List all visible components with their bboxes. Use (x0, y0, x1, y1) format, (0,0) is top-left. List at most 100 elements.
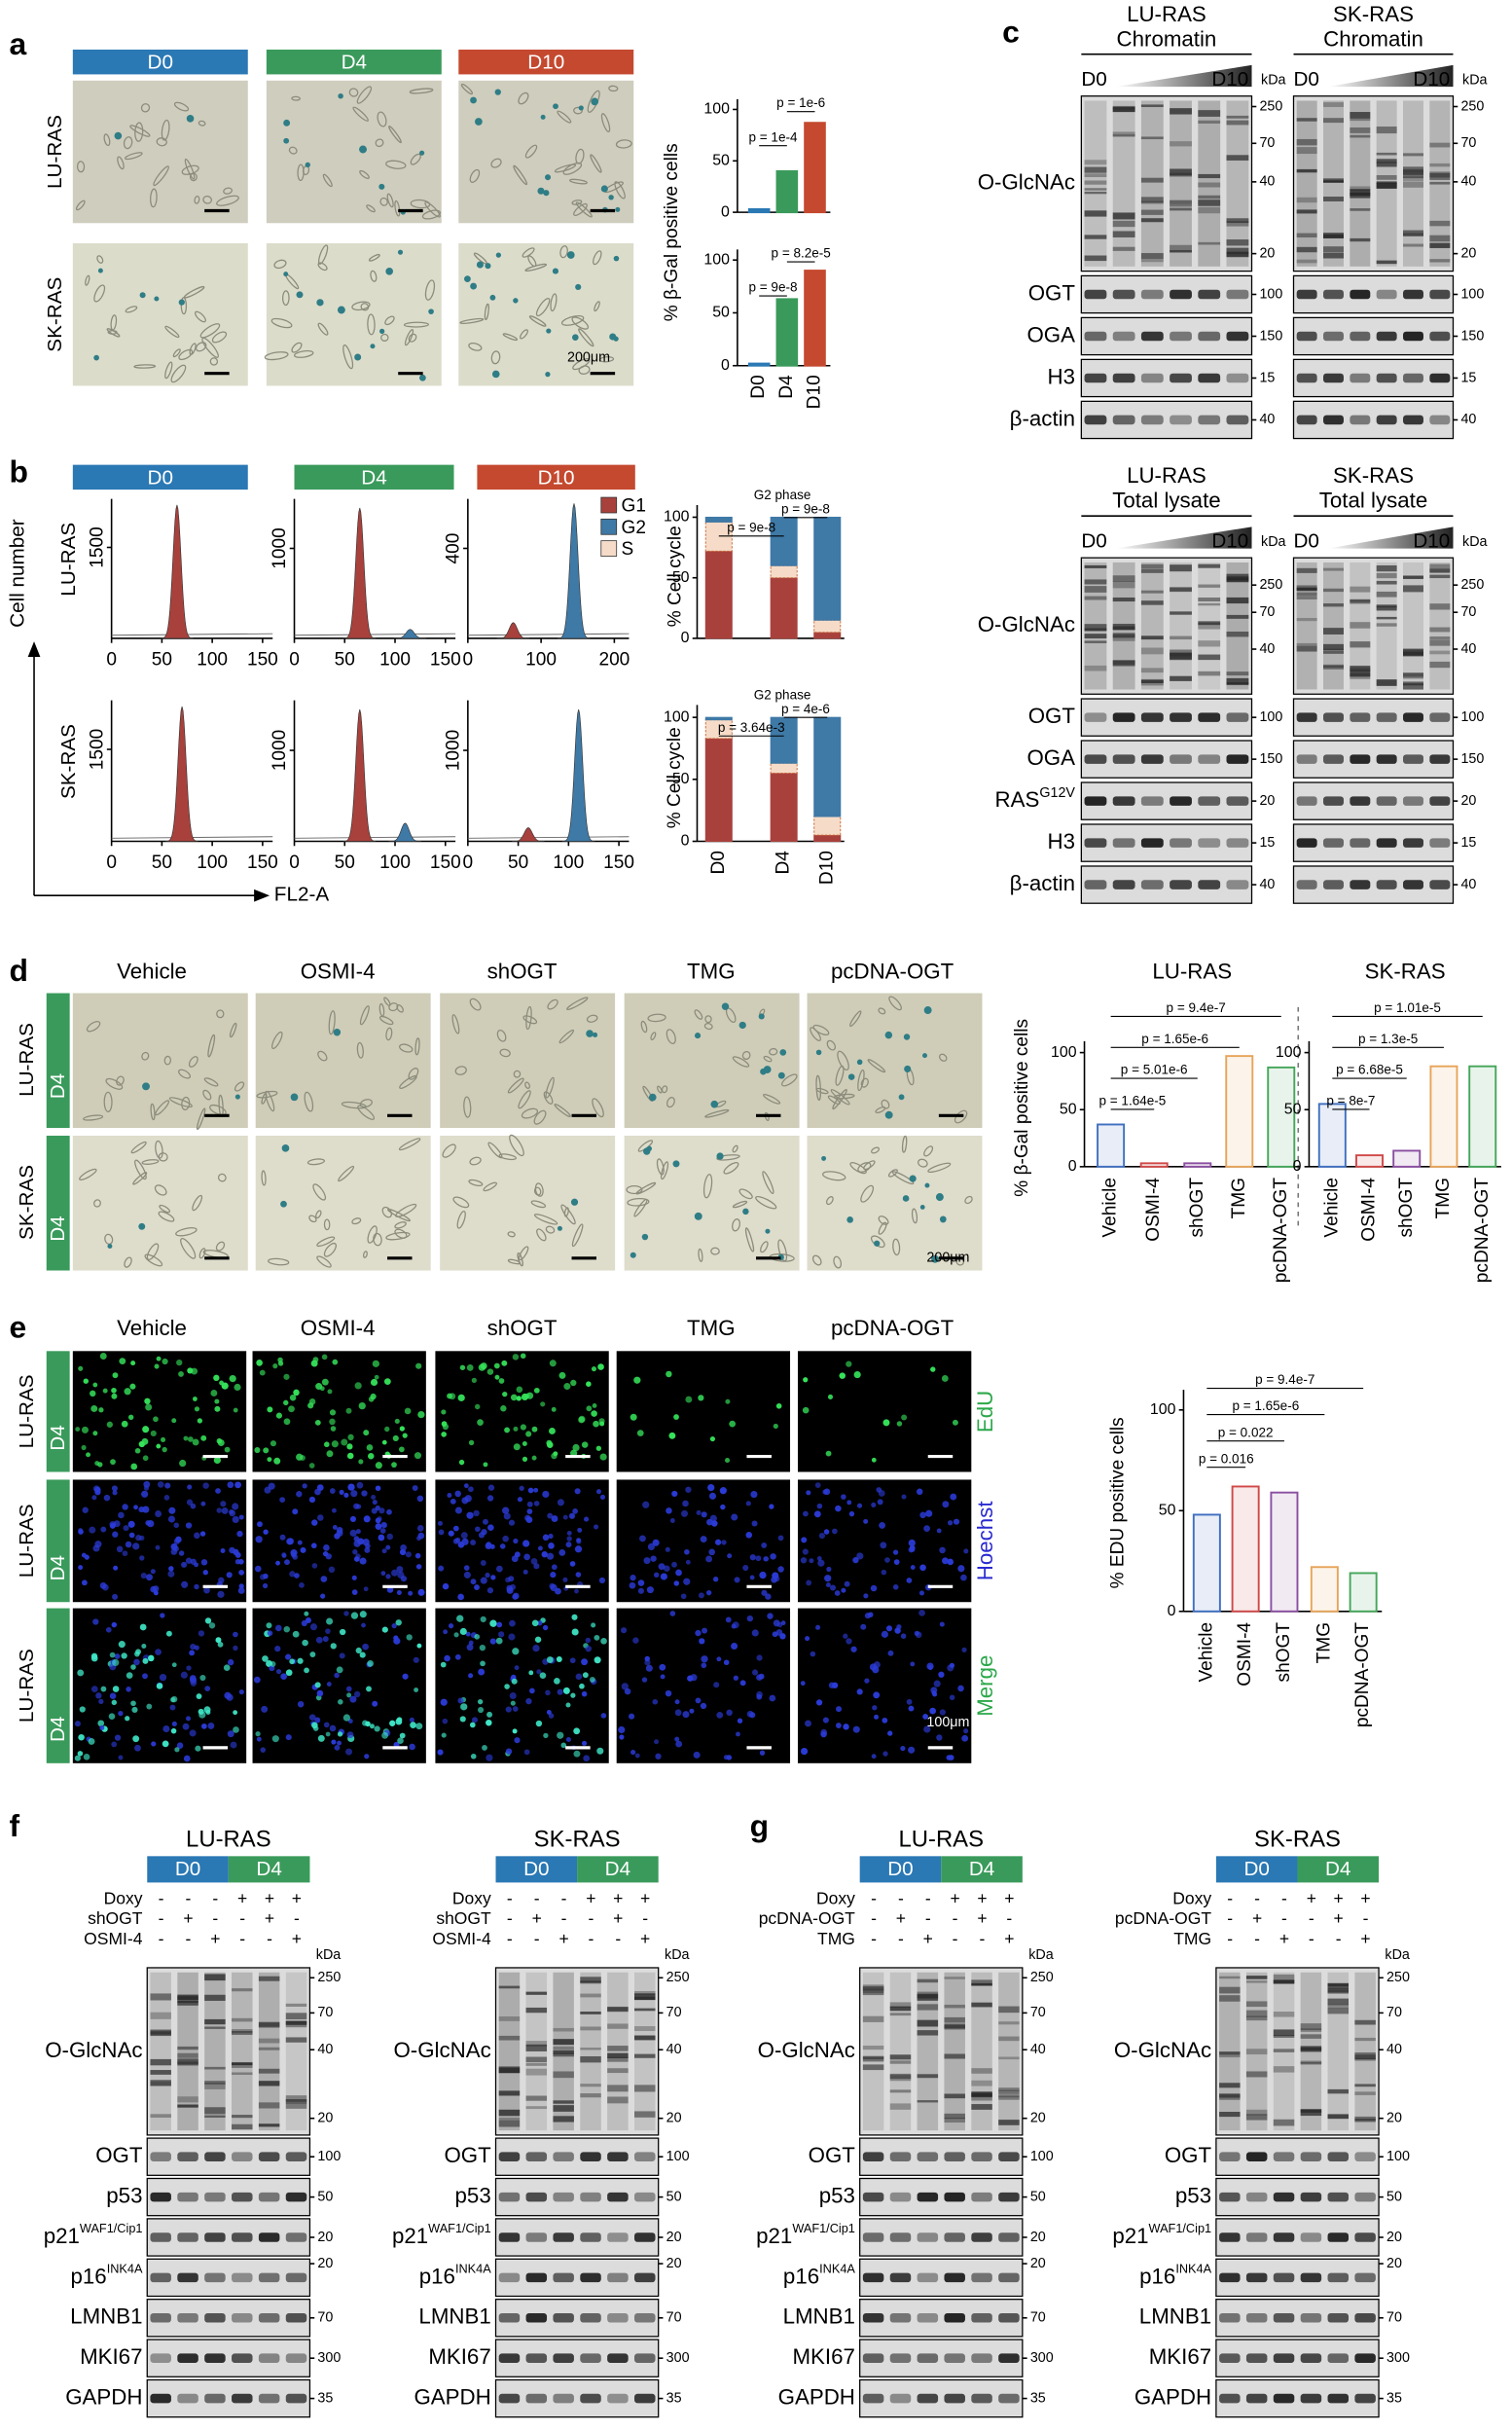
nucleus (347, 1433, 354, 1441)
band (525, 2095, 548, 2101)
cell (939, 1053, 948, 1062)
nucleus (155, 1544, 161, 1550)
band (889, 2313, 912, 2323)
nucleus (194, 1406, 200, 1412)
band (1198, 712, 1221, 722)
x-tick-label: 0 (463, 649, 474, 670)
nucleus (570, 1379, 577, 1387)
nucleus (361, 1490, 368, 1497)
band (204, 2115, 226, 2118)
band (944, 2113, 965, 2120)
band (1327, 2088, 1350, 2094)
nucleus (591, 1366, 596, 1372)
band (1140, 373, 1164, 383)
band (498, 2313, 521, 2323)
band (258, 1976, 280, 1981)
nucleus (263, 1447, 270, 1454)
row-label: p16INK4A (783, 2262, 855, 2288)
nucleus (592, 1403, 597, 1408)
nucleus (769, 1694, 776, 1702)
stained-cell (898, 1094, 905, 1101)
nucleus (320, 1593, 326, 1599)
band (1140, 635, 1164, 640)
nucleus (112, 1372, 119, 1379)
band (917, 2272, 939, 2283)
nucleus (145, 1403, 153, 1411)
band (580, 1980, 601, 1984)
time-label: D0 (1081, 530, 1106, 553)
cell (557, 110, 572, 124)
nucleus (194, 1562, 199, 1568)
nucleus (596, 1747, 604, 1755)
cell (158, 1152, 168, 1162)
row-label-superscript: WAF1/Cip1 (1149, 2221, 1212, 2235)
nucleus (416, 1495, 424, 1503)
marker-label: 35 (1386, 2390, 1402, 2406)
cell (356, 1041, 364, 1059)
band (1429, 171, 1451, 178)
nucleus (474, 1584, 480, 1590)
nucleus (229, 1509, 236, 1517)
cell (351, 1217, 362, 1225)
band (944, 2004, 965, 2009)
nucleus (113, 1565, 119, 1571)
treatment-label: shOGT (88, 1908, 143, 1928)
band (862, 2353, 884, 2363)
nucleus (458, 1459, 465, 1466)
blot-title: SK-RAS (1333, 463, 1414, 488)
column-label: pcDNA-OGT (831, 1316, 954, 1340)
band (607, 2068, 629, 2074)
nucleus (947, 1558, 954, 1566)
band (998, 2192, 1020, 2202)
cell (535, 298, 551, 317)
nucleus (879, 1521, 886, 1529)
cell (163, 1055, 172, 1066)
nucleus (572, 1443, 580, 1452)
marker-label: 70 (666, 2310, 682, 2326)
stained-cell (553, 103, 558, 110)
cell (520, 329, 529, 340)
nucleus (882, 1419, 890, 1427)
nucleus (502, 1391, 508, 1397)
cell (103, 133, 111, 147)
cell (164, 325, 180, 339)
blot-title: Chromatin (1117, 26, 1217, 51)
marker-label: 70 (1460, 135, 1476, 151)
x-tick-label: D10 (816, 851, 837, 885)
nucleus (274, 1624, 282, 1632)
band (1376, 572, 1397, 579)
band (1140, 331, 1164, 342)
legend-swatch (600, 518, 618, 535)
band (1273, 2066, 1295, 2073)
nucleus (947, 1520, 954, 1526)
nucleus (573, 1750, 581, 1758)
marker-label: 20 (1259, 793, 1275, 809)
smear (1084, 100, 1107, 267)
nucleus (150, 1585, 157, 1593)
nucleus (848, 1510, 855, 1517)
treatment-sign: - (212, 1889, 218, 1908)
cell (368, 253, 380, 262)
stained-cell (234, 1094, 240, 1100)
band (1403, 289, 1423, 300)
band (971, 2068, 992, 2074)
cell (716, 1154, 740, 1161)
band (1112, 131, 1135, 137)
band (1226, 632, 1249, 637)
nucleus (402, 1433, 408, 1438)
treatment-sign: - (589, 1908, 594, 1928)
band (1245, 2192, 1268, 2202)
band (1350, 667, 1371, 671)
row-label: LMNB1 (70, 2304, 142, 2329)
band (998, 2353, 1020, 2363)
treatment-label: Doxy (104, 1889, 143, 1908)
nucleus (329, 1409, 337, 1416)
band (580, 2012, 601, 2014)
band (1323, 373, 1344, 383)
nucleus (558, 1549, 566, 1556)
blot (1292, 95, 1455, 272)
nucleus (374, 1374, 379, 1380)
y-tick-label: 100 (1051, 1044, 1077, 1061)
cell (322, 173, 333, 188)
condition-header (294, 464, 454, 490)
